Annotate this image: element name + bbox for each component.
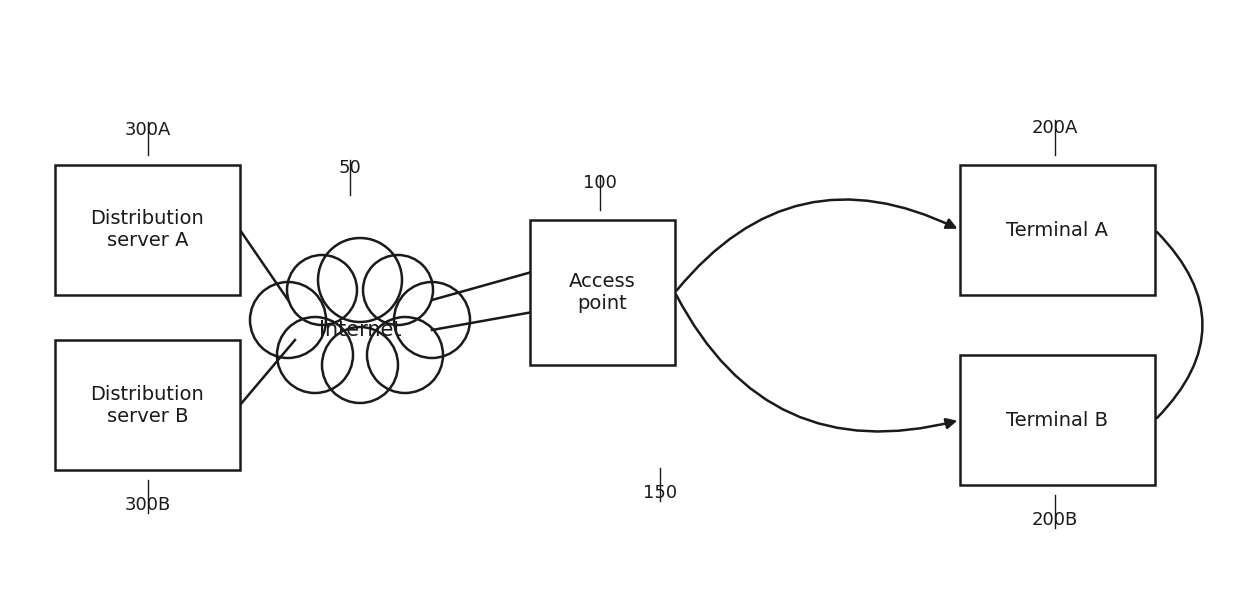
Text: 300A: 300A <box>125 121 171 139</box>
Circle shape <box>317 238 402 322</box>
Bar <box>55 165 241 295</box>
Bar <box>55 340 241 470</box>
Text: 200B: 200B <box>1032 511 1078 529</box>
Circle shape <box>322 327 398 403</box>
Bar <box>529 220 675 365</box>
Circle shape <box>286 255 357 325</box>
Circle shape <box>277 317 353 393</box>
Text: 300B: 300B <box>125 496 171 514</box>
Text: Distribution
server A: Distribution server A <box>91 209 205 250</box>
Bar <box>960 355 1154 485</box>
Text: 200A: 200A <box>1032 119 1079 137</box>
Text: Terminal A: Terminal A <box>1007 220 1109 240</box>
Text: Distribution
server B: Distribution server B <box>91 385 205 426</box>
Text: Internet: Internet <box>319 320 402 340</box>
Text: 150: 150 <box>642 484 677 502</box>
Circle shape <box>250 282 326 358</box>
Bar <box>960 165 1154 295</box>
Text: Access
point: Access point <box>569 272 636 313</box>
Circle shape <box>394 282 470 358</box>
Text: 50: 50 <box>339 159 361 177</box>
Text: Terminal B: Terminal B <box>1007 411 1109 429</box>
Circle shape <box>363 255 433 325</box>
Circle shape <box>367 317 443 393</box>
Text: 100: 100 <box>583 174 618 192</box>
